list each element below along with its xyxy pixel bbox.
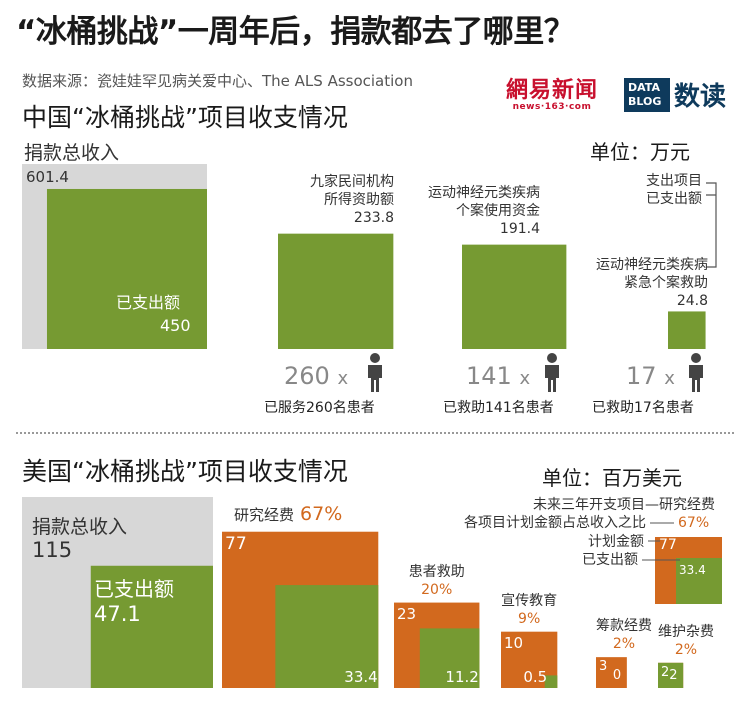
usa-spent-value-3: 0.5 bbox=[523, 668, 548, 686]
person-icon-2 bbox=[545, 353, 559, 392]
usa-legend-plan-value: 77 bbox=[659, 537, 677, 553]
china-item1-box bbox=[278, 233, 394, 349]
section-divider bbox=[16, 432, 734, 434]
china-item2-label-line1: 运动神经元类疾病 bbox=[428, 185, 540, 201]
china-total-label: 捐款总收入 bbox=[24, 142, 120, 164]
usa-spent-value: 47.1 bbox=[94, 602, 141, 626]
china-item1-label-line1: 九家民间机构 bbox=[310, 174, 394, 190]
person-icon-3 bbox=[689, 353, 703, 392]
datablog-logo: DATA BLOG bbox=[624, 78, 670, 112]
shudu-logo: 数读 bbox=[674, 82, 727, 112]
china-item2-label-line2: 个案使用资金 bbox=[456, 203, 540, 219]
china-item3-value: 24.8 bbox=[676, 293, 708, 309]
netease-logo: 網易新闻 news·163·com bbox=[496, 78, 608, 112]
usa-item-name-3: 宣传教育 bbox=[501, 592, 558, 609]
usa-spent-label: 已支出额 bbox=[94, 577, 174, 601]
usa-legend-pct: 67% bbox=[678, 515, 710, 531]
usa-spent-value-5: 2 bbox=[669, 668, 678, 683]
usa-unit: 单位：百万美元 bbox=[542, 466, 682, 490]
usa-spent-value-2: 11.2 bbox=[445, 668, 479, 686]
usa-item-label-5: 维护杂费 2% bbox=[654, 623, 718, 659]
usa-section-title: 美国“冰桶挑战”项目收支情况 bbox=[22, 457, 348, 486]
usa-item-pct-5: 2% bbox=[674, 641, 698, 658]
datablog-line1: DATA bbox=[628, 81, 660, 94]
china-item2-box bbox=[462, 244, 567, 349]
page-title: “冰桶挑战”一周年后，捐款都去了哪里？ bbox=[16, 14, 575, 50]
patients3-caption: 已救助17名患者 bbox=[592, 400, 694, 416]
china-item3-label-line1: 运动神经元类疾病 bbox=[596, 257, 708, 273]
usa-legend-line1: 未来三年开支项目—研究经费 bbox=[533, 497, 715, 513]
usa-plan-value-1: 77 bbox=[225, 533, 247, 554]
patients3-count: 17 x bbox=[626, 362, 675, 390]
usa-legend-spent-box bbox=[676, 558, 722, 604]
usa-plan-box-4 bbox=[596, 657, 627, 688]
china-item1-label-line2: 所得资助额 bbox=[324, 192, 394, 208]
china-item1-value: 233.8 bbox=[353, 210, 394, 226]
usa-total-value: 115 bbox=[32, 538, 73, 562]
netease-logo-url: news·163·com bbox=[512, 102, 592, 112]
china-legend-line1: 支出项目 bbox=[646, 173, 702, 189]
china-item2-value: 191.4 bbox=[499, 221, 540, 237]
usa-item-name-1: 研究经费 bbox=[234, 505, 295, 524]
usa-spent-box-5 bbox=[658, 662, 684, 688]
china-section-title: 中国“冰桶挑战”项目收支情况 bbox=[22, 103, 348, 132]
usa-items-group bbox=[222, 531, 684, 688]
usa-plan-value-4: 3 bbox=[599, 659, 608, 675]
usa-legend-line2: 各项目计划金额占总收入之比 bbox=[464, 515, 646, 531]
usa-plan-value-3: 10 bbox=[504, 633, 524, 652]
usa-total-label: 捐款总收入 bbox=[32, 516, 128, 538]
usa-item-label-4: 筹款经费 2% bbox=[592, 617, 656, 653]
usa-item-name-2: 患者救助 bbox=[408, 563, 465, 580]
usa-item-pct-4: 2% bbox=[612, 636, 636, 653]
usa-plan-value-2: 23 bbox=[397, 604, 417, 623]
datablog-line2: BLOG bbox=[628, 95, 662, 108]
usa-legend-line4: 已支出额 bbox=[582, 552, 638, 568]
china-item3-label: 运动神经元类疾病 紧急个案救助 24.8 bbox=[560, 256, 708, 310]
usa-item-pct-2: 20% bbox=[421, 581, 453, 598]
usa-spent-box bbox=[90, 565, 213, 688]
china-unit: 单位：万元 bbox=[590, 140, 690, 164]
netease-logo-name: 網易新闻 bbox=[505, 77, 598, 103]
usa-legend-spent-value: 33.4 bbox=[679, 563, 706, 577]
patients2-count: 141 x bbox=[466, 362, 531, 390]
china-spent-value: 450 bbox=[160, 316, 191, 335]
china-spent-box bbox=[46, 188, 207, 349]
usa-item-label-3: 宣传教育 9% bbox=[497, 592, 561, 628]
usa-item-name-5: 维护杂费 bbox=[658, 623, 714, 640]
china-spent-label: 已支出额 bbox=[116, 293, 181, 312]
patients1-count: 260 x bbox=[284, 362, 349, 390]
china-item2-label: 运动神经元类疾病 个案使用资金 191.4 bbox=[420, 184, 540, 238]
patients1-caption: 已服务260名患者 bbox=[264, 400, 375, 416]
data-source: 数据来源：瓷娃娃罕见病关爱中心、The ALS Association bbox=[22, 72, 413, 90]
usa-spent-box-3 bbox=[544, 675, 558, 688]
patients2-caption: 已救助141名患者 bbox=[443, 400, 554, 416]
person-icon-1 bbox=[368, 353, 382, 392]
usa-item-pct-1: 67% bbox=[300, 502, 343, 525]
usa-spent-value-4: 0 bbox=[612, 668, 622, 683]
china-legend-line2: 已支出额 bbox=[646, 191, 702, 207]
usa-item-name-4: 筹款经费 bbox=[596, 618, 652, 635]
china-item3-label-line2: 紧急个案救助 bbox=[624, 275, 708, 291]
china-item1-label: 九家民间机构 所得资助额 233.8 bbox=[270, 173, 394, 227]
usa-spent-value-1: 33.4 bbox=[344, 668, 378, 686]
usa-plan-value-5: 2 bbox=[661, 664, 670, 680]
china-total-value: 601.4 bbox=[26, 168, 69, 186]
china-item3-box bbox=[668, 311, 706, 349]
usa-item-pct-3: 9% bbox=[518, 610, 541, 627]
china-legend-bracket bbox=[706, 182, 717, 268]
usa-legend-line3: 计划金额 bbox=[588, 534, 644, 550]
usa-item-label-2: 患者救助 20% bbox=[390, 563, 483, 599]
usa-spent-box-2 bbox=[419, 628, 480, 688]
usa-spent-box-1 bbox=[275, 585, 379, 688]
china-legend: 支出项目 已支出额 bbox=[620, 172, 702, 208]
usa-item-label-1: 研究经费 67% bbox=[234, 502, 343, 525]
